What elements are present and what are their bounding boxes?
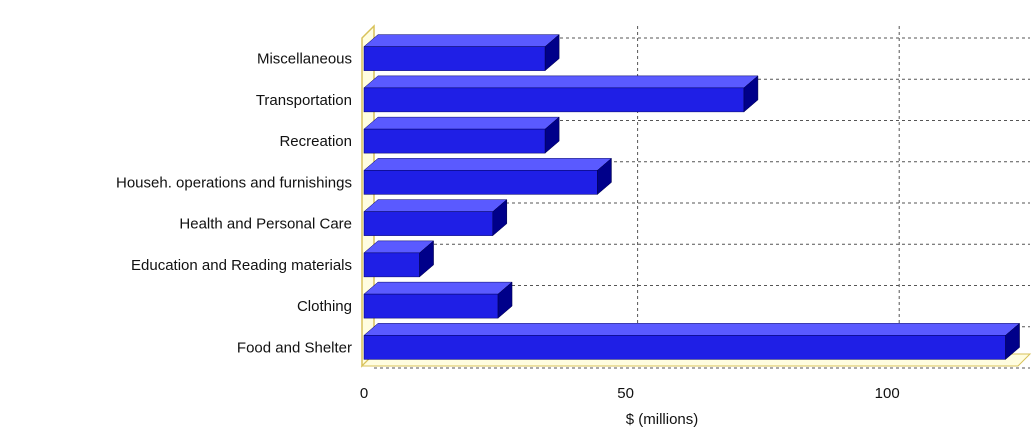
category-label: Health and Personal Care (179, 216, 352, 233)
x-tick-label: 50 (617, 385, 634, 402)
category-label: Recreation (279, 133, 352, 150)
bars (363, 34, 1021, 360)
category-labels: Miscellaneous Transportation Recreation Hou… (116, 51, 352, 357)
bar-front-face (363, 293, 499, 319)
bar-side-face (1005, 322, 1020, 360)
x-tick-labels: 0 50 100 (360, 385, 900, 402)
bar-side-face (597, 157, 612, 195)
x-tick-label: 100 (875, 385, 900, 402)
bar-side-face (492, 199, 508, 237)
bar-front-face (363, 252, 420, 278)
category-label: Food and Shelter (237, 339, 352, 356)
bar (363, 199, 508, 237)
category-label: Education and Reading materials (131, 257, 352, 274)
bar (363, 157, 613, 195)
bar-front-face (363, 170, 598, 195)
category-label: Clothing (297, 298, 352, 315)
bar-top-face (363, 323, 1021, 336)
bar-side-face (544, 116, 560, 154)
category-label: Miscellaneous (257, 51, 352, 68)
bar-top-face (363, 34, 560, 47)
bar-side-face (419, 240, 434, 278)
category-label: Transportation (256, 92, 352, 109)
bar-top-face (363, 199, 508, 212)
bar-top-face (363, 281, 513, 295)
bar (363, 75, 759, 113)
bar-front-face (363, 211, 494, 236)
bar-top-face (363, 158, 613, 171)
bar-top-face (363, 75, 759, 89)
bar (363, 34, 560, 72)
bar-front-face (363, 128, 546, 154)
category-label: Househ. operations and furnishings (116, 174, 352, 191)
bar-front-face (363, 335, 1006, 360)
bar (363, 116, 560, 154)
bar-front-face (363, 87, 745, 113)
bar (363, 240, 435, 278)
bar-front-face (363, 46, 546, 71)
x-tick-label: 0 (360, 385, 368, 402)
bar-top-face (363, 116, 560, 130)
bar-side-face (544, 34, 560, 72)
bar-side-face (743, 75, 759, 113)
x-axis-title: $ (millions) (626, 411, 699, 428)
bar-side-face (497, 281, 513, 319)
bar (363, 281, 513, 319)
bar (363, 322, 1021, 360)
